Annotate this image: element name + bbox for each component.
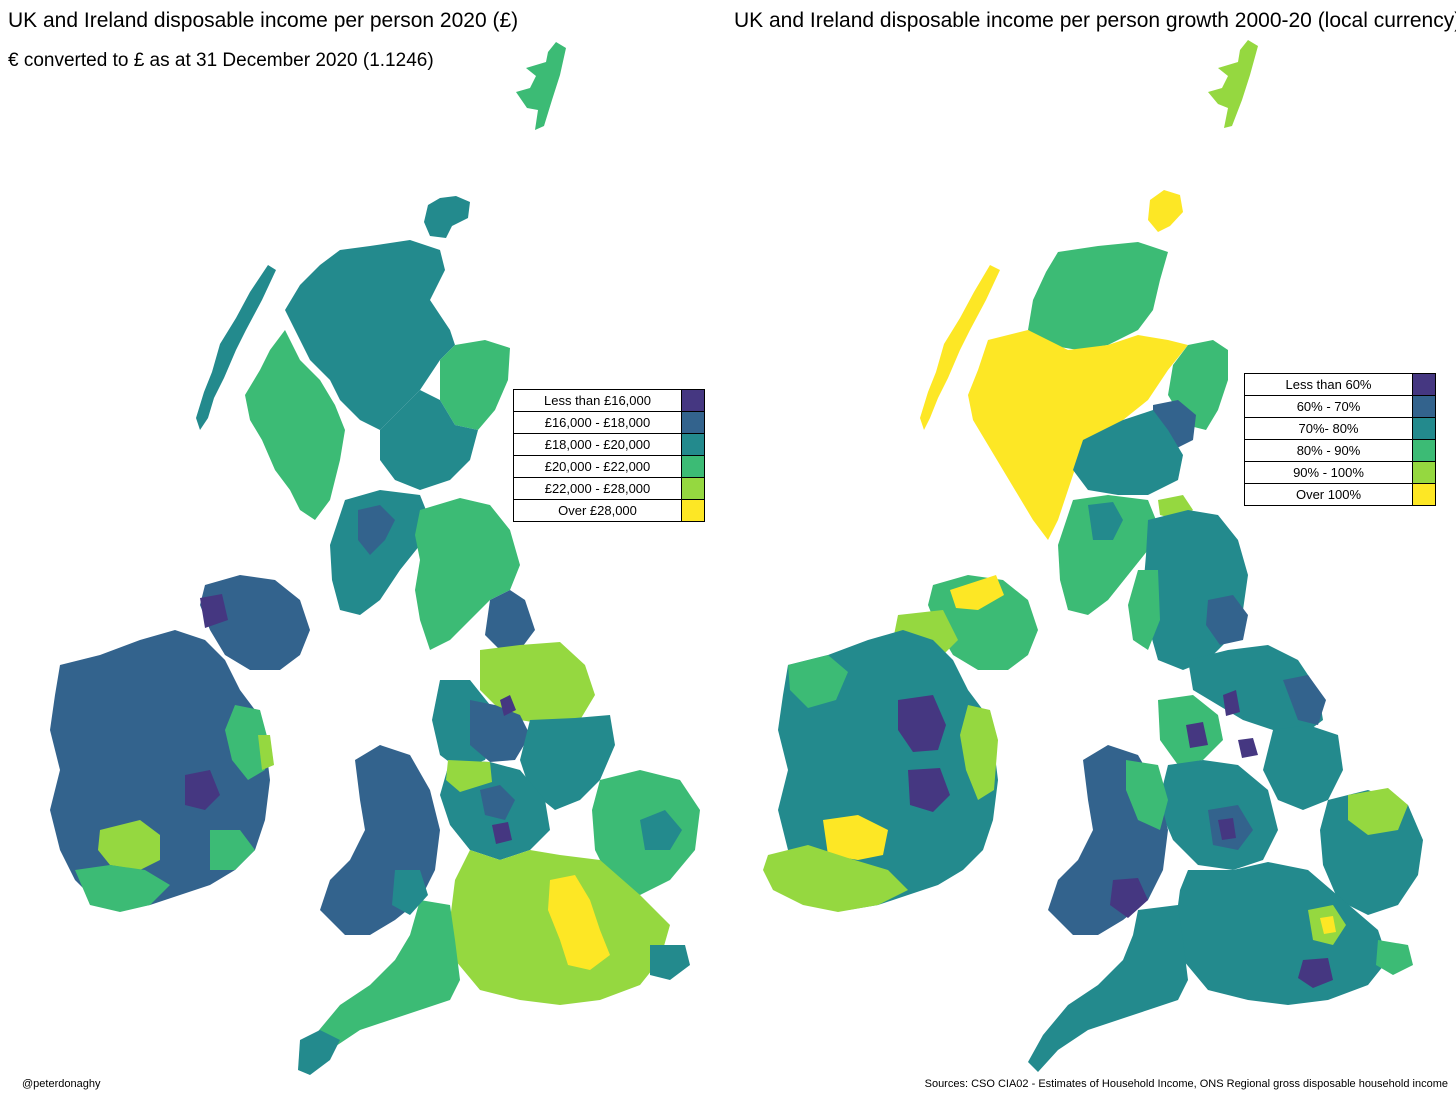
north-highland-region [1028,242,1168,350]
legend-swatch [681,455,705,478]
legend-label: 90% - 100% [1244,461,1413,484]
lincolnshire-region [520,715,615,810]
dublin-core-region [258,735,274,770]
laois-region [908,768,950,812]
left-map-title: UK and Ireland disposable income per per… [8,9,519,32]
legend-label: 80% - 90% [1244,439,1413,462]
legend-swatch [1412,483,1436,506]
south-west-england-region [300,900,460,1070]
legend-label: £18,000 - £20,000 [513,433,682,456]
sources-note: Sources: CSO CIA02 - Estimates of Househ… [924,1078,1448,1090]
highlands-region [968,330,1188,540]
legend-swatch [681,389,705,412]
dublin-east-region [960,705,998,800]
causeway-region [950,575,1004,610]
urban-core-north [500,695,516,716]
orkney-region [1148,190,1183,232]
legend-swatch [1412,461,1436,484]
birmingham-core [492,822,512,844]
cheshire-region [446,760,492,792]
legend-swatch [1412,417,1436,440]
norfolk-region [1348,788,1408,835]
central-belt-region [330,490,430,615]
munster-region [763,845,908,912]
cumbria-region [1128,570,1160,650]
limerick-region [98,820,160,870]
right-map-title: UK and Ireland disposable income per per… [734,9,1456,32]
right-legend: Less than 60% 60% - 70% 70%- 80% 80% - 9… [1244,373,1436,506]
legend-swatch [681,411,705,434]
left-legend: Less than £16,000 £16,000 - £18,000 £18,… [513,389,705,522]
norfolk-inner [640,810,682,850]
london-core-region [1320,916,1336,934]
legend-swatch [1412,373,1436,396]
outer-hebrides-region [196,265,276,430]
yorkshire-region [1188,645,1323,735]
argyll-region [245,330,345,520]
tayside-region [380,390,478,490]
midlands-ireland-region [185,770,220,810]
scotland-highlands-region [285,240,455,430]
legend-swatch [681,477,705,500]
midlands-ireland-region [898,695,946,752]
limerick-region [823,815,888,860]
wexford-region [210,830,255,870]
kent-region [1376,940,1413,975]
south-west-england-region [1028,905,1188,1072]
kent-region [650,945,690,980]
legend-label: 70%- 80% [1244,417,1413,440]
cork-kerry-region [75,865,170,912]
london-commuter-region [548,875,610,970]
left-map-subtitle: € converted to £ as at 31 December 2020 … [8,50,434,71]
left-choropleth-map [50,42,700,1075]
borders-northumberland-region [415,498,520,650]
glasgow-region [358,505,395,555]
legend-label: Over £28,000 [513,499,682,522]
tayside-region [1073,410,1183,495]
right-choropleth-map [763,40,1423,1072]
sheffield-core [1238,738,1258,758]
legend-swatch [1412,395,1436,418]
powys-region [1126,760,1168,830]
legend-label: Less than 60% [1244,373,1413,396]
legend-label: £22,000 - £28,000 [513,477,682,500]
aberdeenshire-region [440,340,510,430]
dublin-surrounds-region [225,705,268,780]
manchester-leeds-region [470,700,530,762]
central-belt-region [1058,495,1158,615]
author-credit: @peterdonaghy [22,1078,101,1090]
south-east-england-region [1176,862,1388,1005]
tyne-wear-region [485,590,535,650]
east-yorkshire-region [1283,675,1326,725]
mayo-region [788,655,848,708]
legend-label: 60% - 70% [1244,395,1413,418]
lincolnshire-region [1263,725,1343,810]
glasgow-region [1088,502,1123,540]
birmingham-core [1218,818,1236,840]
urban-core-north [1223,690,1240,716]
derry-region [200,594,228,628]
outer-hebrides-region [920,265,1000,430]
legend-swatch [681,499,705,522]
shetland-region [1208,40,1258,128]
south-wales-region [392,870,428,915]
legend-label: £20,000 - £22,000 [513,455,682,478]
surrey-region [1298,958,1333,988]
tyne-wear-region [1206,595,1248,645]
west-midlands-urban [480,785,515,820]
cornwall-region [298,1030,340,1075]
legend-label: Less than £16,000 [513,389,682,412]
legend-swatch [681,433,705,456]
legend-label: Over 100% [1244,483,1413,506]
south-wales-region [1110,878,1148,918]
orkney-region [424,196,470,238]
manchester-core [1186,722,1208,748]
legend-label: £16,000 - £18,000 [513,411,682,434]
northern-ireland-region [200,575,310,670]
legend-swatch [1412,439,1436,462]
shetland-region [516,42,566,130]
